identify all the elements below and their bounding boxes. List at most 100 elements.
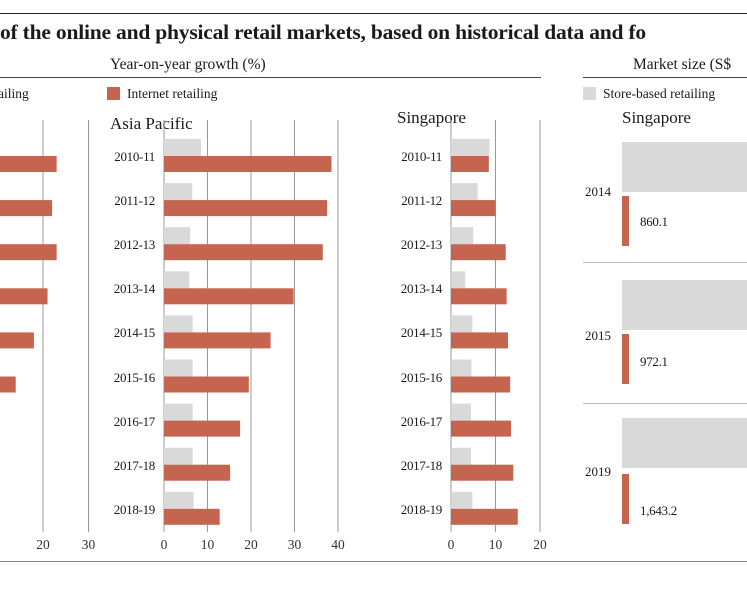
market-internet-bar: [622, 196, 629, 246]
market-store-bar: [622, 142, 747, 192]
market-store-bar: [622, 418, 747, 468]
store-bar-1: [451, 227, 474, 245]
internet-bar-1: [451, 464, 514, 481]
internet-bar-1: [451, 420, 512, 437]
category-label-0: 2014-15: [113, 325, 156, 341]
internet-bar-1: [451, 508, 518, 525]
category-label-0: 2016-17: [113, 413, 156, 429]
store-bar-1: [451, 447, 472, 465]
left-partial-internet-bar: [0, 200, 53, 217]
market-year-label: 2015: [585, 328, 611, 343]
store-bar-1: [451, 403, 472, 421]
store-bar-0: [164, 491, 194, 509]
category-label-1: 2011-12: [401, 193, 442, 209]
store-bar-1: [451, 359, 472, 377]
store-bar-1: [451, 183, 478, 201]
category-label-0: 2011-12: [114, 193, 155, 209]
category-label-0: 2017-18: [113, 457, 156, 473]
store-bar-0: [164, 183, 193, 201]
category-label-0: 2012-13: [113, 237, 156, 253]
growth-header-rule: [0, 77, 541, 78]
market-group-separator: [583, 262, 747, 263]
market-section-header: Market size (S$: [633, 56, 732, 73]
bottom-rule: [0, 561, 747, 562]
store-bar-0: [164, 227, 191, 245]
internet-bar-0: [164, 332, 271, 349]
growth-section-header: Year-on-year growth (%): [110, 56, 266, 73]
legend-store-label: Store-based retailing: [603, 86, 716, 101]
top-rule: [0, 13, 747, 14]
internet-bar-1: [451, 156, 489, 172]
left-partial-internet-bar: [0, 332, 34, 349]
left-partial-internet-bar: [0, 376, 16, 393]
store-bar-1: [451, 315, 473, 333]
internet-bar-0: [164, 376, 249, 393]
store-bar-0: [164, 315, 193, 333]
store-bar-1: [451, 139, 490, 156]
category-label-1: 2014-15: [400, 325, 443, 341]
internet-bar-0: [164, 288, 294, 305]
store-bar-0: [164, 271, 190, 289]
x-tick-label-1: 10: [488, 537, 503, 552]
internet-bar-1: [451, 244, 506, 261]
chart-title: of the online and physical retail market…: [0, 20, 646, 44]
market-internet-bar: [622, 474, 629, 524]
internet-bar-0: [164, 508, 220, 525]
category-label-1: 2016-17: [400, 413, 443, 429]
internet-bar-1: [451, 376, 511, 393]
internet-bar-0: [164, 464, 231, 481]
left-partial-internet-bar: [0, 288, 48, 305]
category-label-1: 2015-16: [400, 369, 443, 385]
x-tick-label-0: 0: [160, 537, 168, 552]
category-label-1: 2012-13: [400, 237, 443, 253]
store-bar-0: [164, 447, 193, 465]
category-label-0: 2015-16: [113, 369, 156, 385]
store-bar-0: [164, 403, 193, 421]
market-group-separator: [583, 403, 747, 404]
internet-bar-0: [164, 244, 323, 261]
panel-title-asia-pacific: Asia Pacific: [110, 114, 193, 133]
left-partial-internet-bar: [0, 244, 57, 261]
legend-left-partial-label: ailing: [0, 86, 29, 101]
left-partial-tick-label: 20: [36, 537, 50, 552]
left-partial-tick-label: 30: [81, 537, 96, 552]
internet-bar-1: [451, 288, 507, 305]
legend-store-swatch: [583, 87, 596, 100]
left-partial-internet-bar: [0, 156, 57, 172]
market-internet-value-label: 972.1: [640, 354, 668, 369]
panel-title-singapore-market: Singapore: [622, 108, 691, 127]
market-year-label: 2014: [585, 184, 611, 199]
store-bar-1: [451, 271, 466, 289]
store-bar-0: [164, 359, 193, 377]
market-store-bar: [622, 280, 747, 330]
category-label-1: 2010-11: [401, 149, 442, 164]
market-year-label: 2019: [585, 464, 611, 479]
x-tick-label-0: 10: [200, 537, 215, 552]
category-label-1: 2017-18: [400, 457, 443, 473]
legend-internet-label: Internet retailing: [127, 86, 218, 101]
category-label-1: 2013-14: [400, 281, 443, 297]
category-label-0: 2013-14: [113, 281, 156, 297]
store-bar-0: [164, 139, 201, 156]
x-tick-label-0: 20: [244, 537, 258, 552]
store-bar-1: [451, 491, 473, 509]
category-label-0: 2018-19: [113, 501, 156, 517]
market-internet-bar: [622, 334, 629, 384]
market-internet-value-label: 860.1: [640, 214, 668, 229]
internet-bar-1: [451, 332, 508, 349]
internet-bar-0: [164, 420, 241, 437]
category-label-0: 2010-11: [114, 149, 155, 164]
panel-title-singapore-growth: Singapore: [397, 108, 466, 127]
x-tick-label-0: 30: [287, 537, 302, 552]
x-tick-label-1: 20: [533, 537, 547, 552]
internet-bar-1: [451, 200, 496, 217]
x-tick-label-1: 0: [447, 537, 455, 552]
category-label-1: 2018-19: [400, 501, 443, 517]
market-internet-value-label: 1,643.2: [640, 503, 677, 518]
x-tick-label-0: 40: [331, 537, 345, 552]
market-header-rule: [583, 77, 747, 78]
internet-bar-0: [164, 200, 328, 217]
internet-bar-0: [164, 156, 332, 172]
legend-internet-swatch: [107, 87, 120, 100]
